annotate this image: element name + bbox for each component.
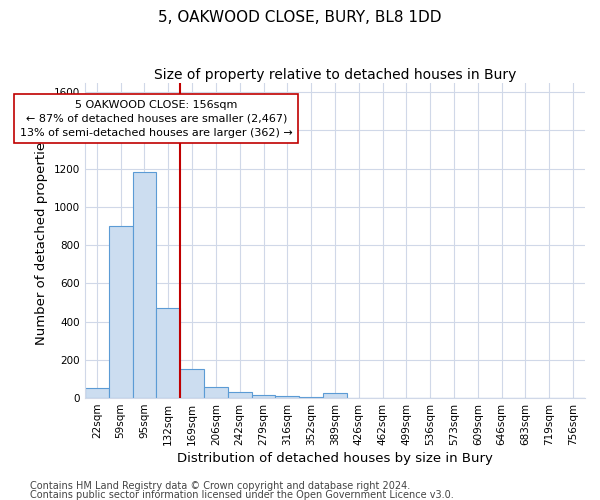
Bar: [299, 396, 323, 398]
Y-axis label: Number of detached properties: Number of detached properties: [35, 136, 48, 346]
Bar: [275, 396, 299, 398]
Text: Contains HM Land Registry data © Crown copyright and database right 2024.: Contains HM Land Registry data © Crown c…: [30, 481, 410, 491]
Bar: [180, 370, 204, 398]
Bar: [133, 172, 157, 398]
Bar: [228, 392, 251, 398]
Text: Contains public sector information licensed under the Open Government Licence v3: Contains public sector information licen…: [30, 490, 454, 500]
Text: 5, OAKWOOD CLOSE, BURY, BL8 1DD: 5, OAKWOOD CLOSE, BURY, BL8 1DD: [158, 10, 442, 25]
Title: Size of property relative to detached houses in Bury: Size of property relative to detached ho…: [154, 68, 516, 82]
Bar: [109, 226, 133, 398]
Text: 5 OAKWOOD CLOSE: 156sqm
← 87% of detached houses are smaller (2,467)
13% of semi: 5 OAKWOOD CLOSE: 156sqm ← 87% of detache…: [20, 100, 293, 138]
Bar: [251, 395, 275, 398]
Bar: [157, 308, 180, 398]
Bar: [323, 394, 347, 398]
Bar: [85, 388, 109, 398]
Bar: [204, 386, 228, 398]
X-axis label: Distribution of detached houses by size in Bury: Distribution of detached houses by size …: [177, 452, 493, 465]
